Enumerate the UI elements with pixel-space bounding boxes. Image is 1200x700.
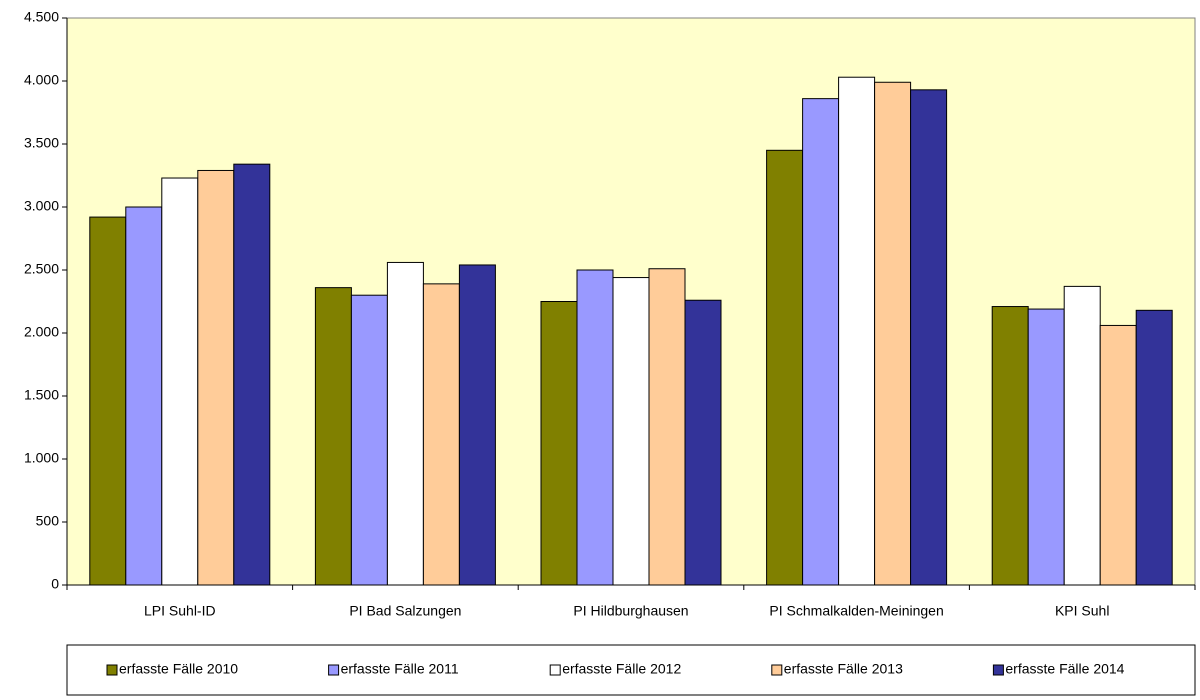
bar [540, 301, 578, 586]
y-tick-label: 1.000 [24, 450, 59, 466]
x-tick-label: PI Hildburghausen [573, 603, 688, 619]
bar [1027, 308, 1065, 586]
bar [1135, 309, 1173, 586]
y-tick-label: 2.000 [24, 324, 59, 340]
bar [89, 216, 127, 586]
y-tick-label: 4.000 [24, 72, 59, 88]
bar [161, 177, 199, 586]
legend-label: erfasste Fälle 2014 [1005, 661, 1124, 677]
legend-swatch [106, 664, 118, 676]
bar [314, 287, 352, 586]
y-tick-label: 3.500 [24, 135, 59, 151]
bar [386, 261, 424, 586]
y-tick-label: 4.500 [24, 9, 59, 25]
y-tick-label: 1.500 [24, 387, 59, 403]
legend-swatch [549, 664, 561, 676]
y-tick-label: 3.000 [24, 198, 59, 214]
bar [910, 89, 948, 586]
bar [125, 206, 163, 586]
bar [648, 268, 686, 586]
bar [991, 306, 1029, 586]
x-tick-label: PI Bad Salzungen [349, 603, 461, 619]
legend-label: erfasste Fälle 2013 [784, 661, 903, 677]
x-tick-label: KPI Suhl [1055, 603, 1109, 619]
y-tick-label: 2.500 [24, 261, 59, 277]
bar [802, 98, 840, 586]
x-tick-label: PI Schmalkalden-Meiningen [769, 603, 943, 619]
legend-swatch [771, 664, 783, 676]
legend-label: erfasste Fälle 2010 [119, 661, 238, 677]
bar [422, 283, 460, 586]
bar [197, 169, 235, 586]
legend-label: erfasste Fälle 2011 [341, 661, 459, 677]
y-tick-label: 0 [51, 576, 59, 592]
bar [1099, 324, 1137, 586]
bar [838, 76, 876, 586]
bar [233, 163, 271, 586]
legend-swatch [992, 664, 1004, 676]
bar [1063, 285, 1101, 586]
legend-box [66, 644, 1196, 696]
bar [350, 294, 388, 586]
bar [684, 299, 722, 586]
bar [766, 149, 804, 586]
bar [612, 277, 650, 586]
bar [874, 81, 912, 586]
y-tick-label: 500 [36, 513, 60, 529]
legend-label: erfasste Fälle 2012 [562, 661, 681, 677]
legend-swatch [328, 664, 340, 676]
bar [458, 264, 496, 586]
bar [576, 269, 614, 586]
x-tick-label: LPI Suhl-ID [144, 603, 216, 619]
